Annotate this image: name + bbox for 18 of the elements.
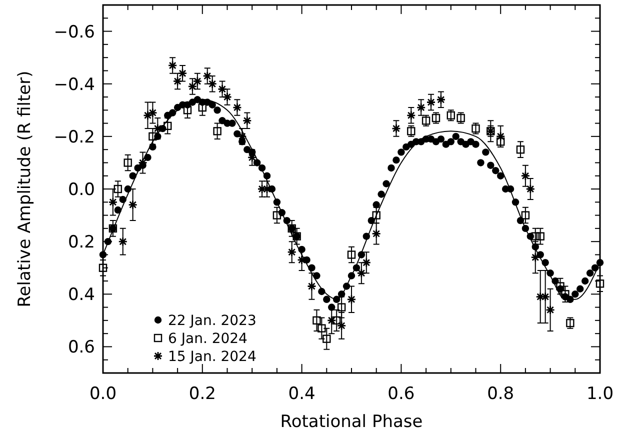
x-tick-label: 0.4: [288, 384, 316, 404]
x-tick-label: 0.0: [89, 384, 117, 404]
legend-label: 6 Jan. 2024: [168, 331, 248, 347]
x-tick-label: 0.6: [388, 384, 415, 404]
x-tick-label: 0.2: [188, 384, 216, 404]
x-axis-title: Rotational Phase: [280, 412, 423, 432]
y-tick-label: −0.2: [54, 127, 95, 148]
y-tick-label: 0.4: [68, 285, 95, 306]
legend-label: 15 Jan. 2024: [168, 349, 256, 365]
x-tick-label: 1.0: [586, 384, 614, 404]
y-tick-label: −0.4: [54, 74, 95, 95]
x-tick-label: 0.8: [487, 384, 514, 404]
y-tick-label: 0.6: [68, 338, 95, 358]
y-tick-label: 0.0: [68, 180, 95, 200]
y-tick-label: 0.2: [68, 232, 95, 253]
legend-label: 22 Jan. 2023: [168, 313, 256, 329]
y-tick-label: −0.6: [54, 22, 95, 42]
y-axis-title: Relative Amplitude (R filter): [15, 70, 35, 308]
